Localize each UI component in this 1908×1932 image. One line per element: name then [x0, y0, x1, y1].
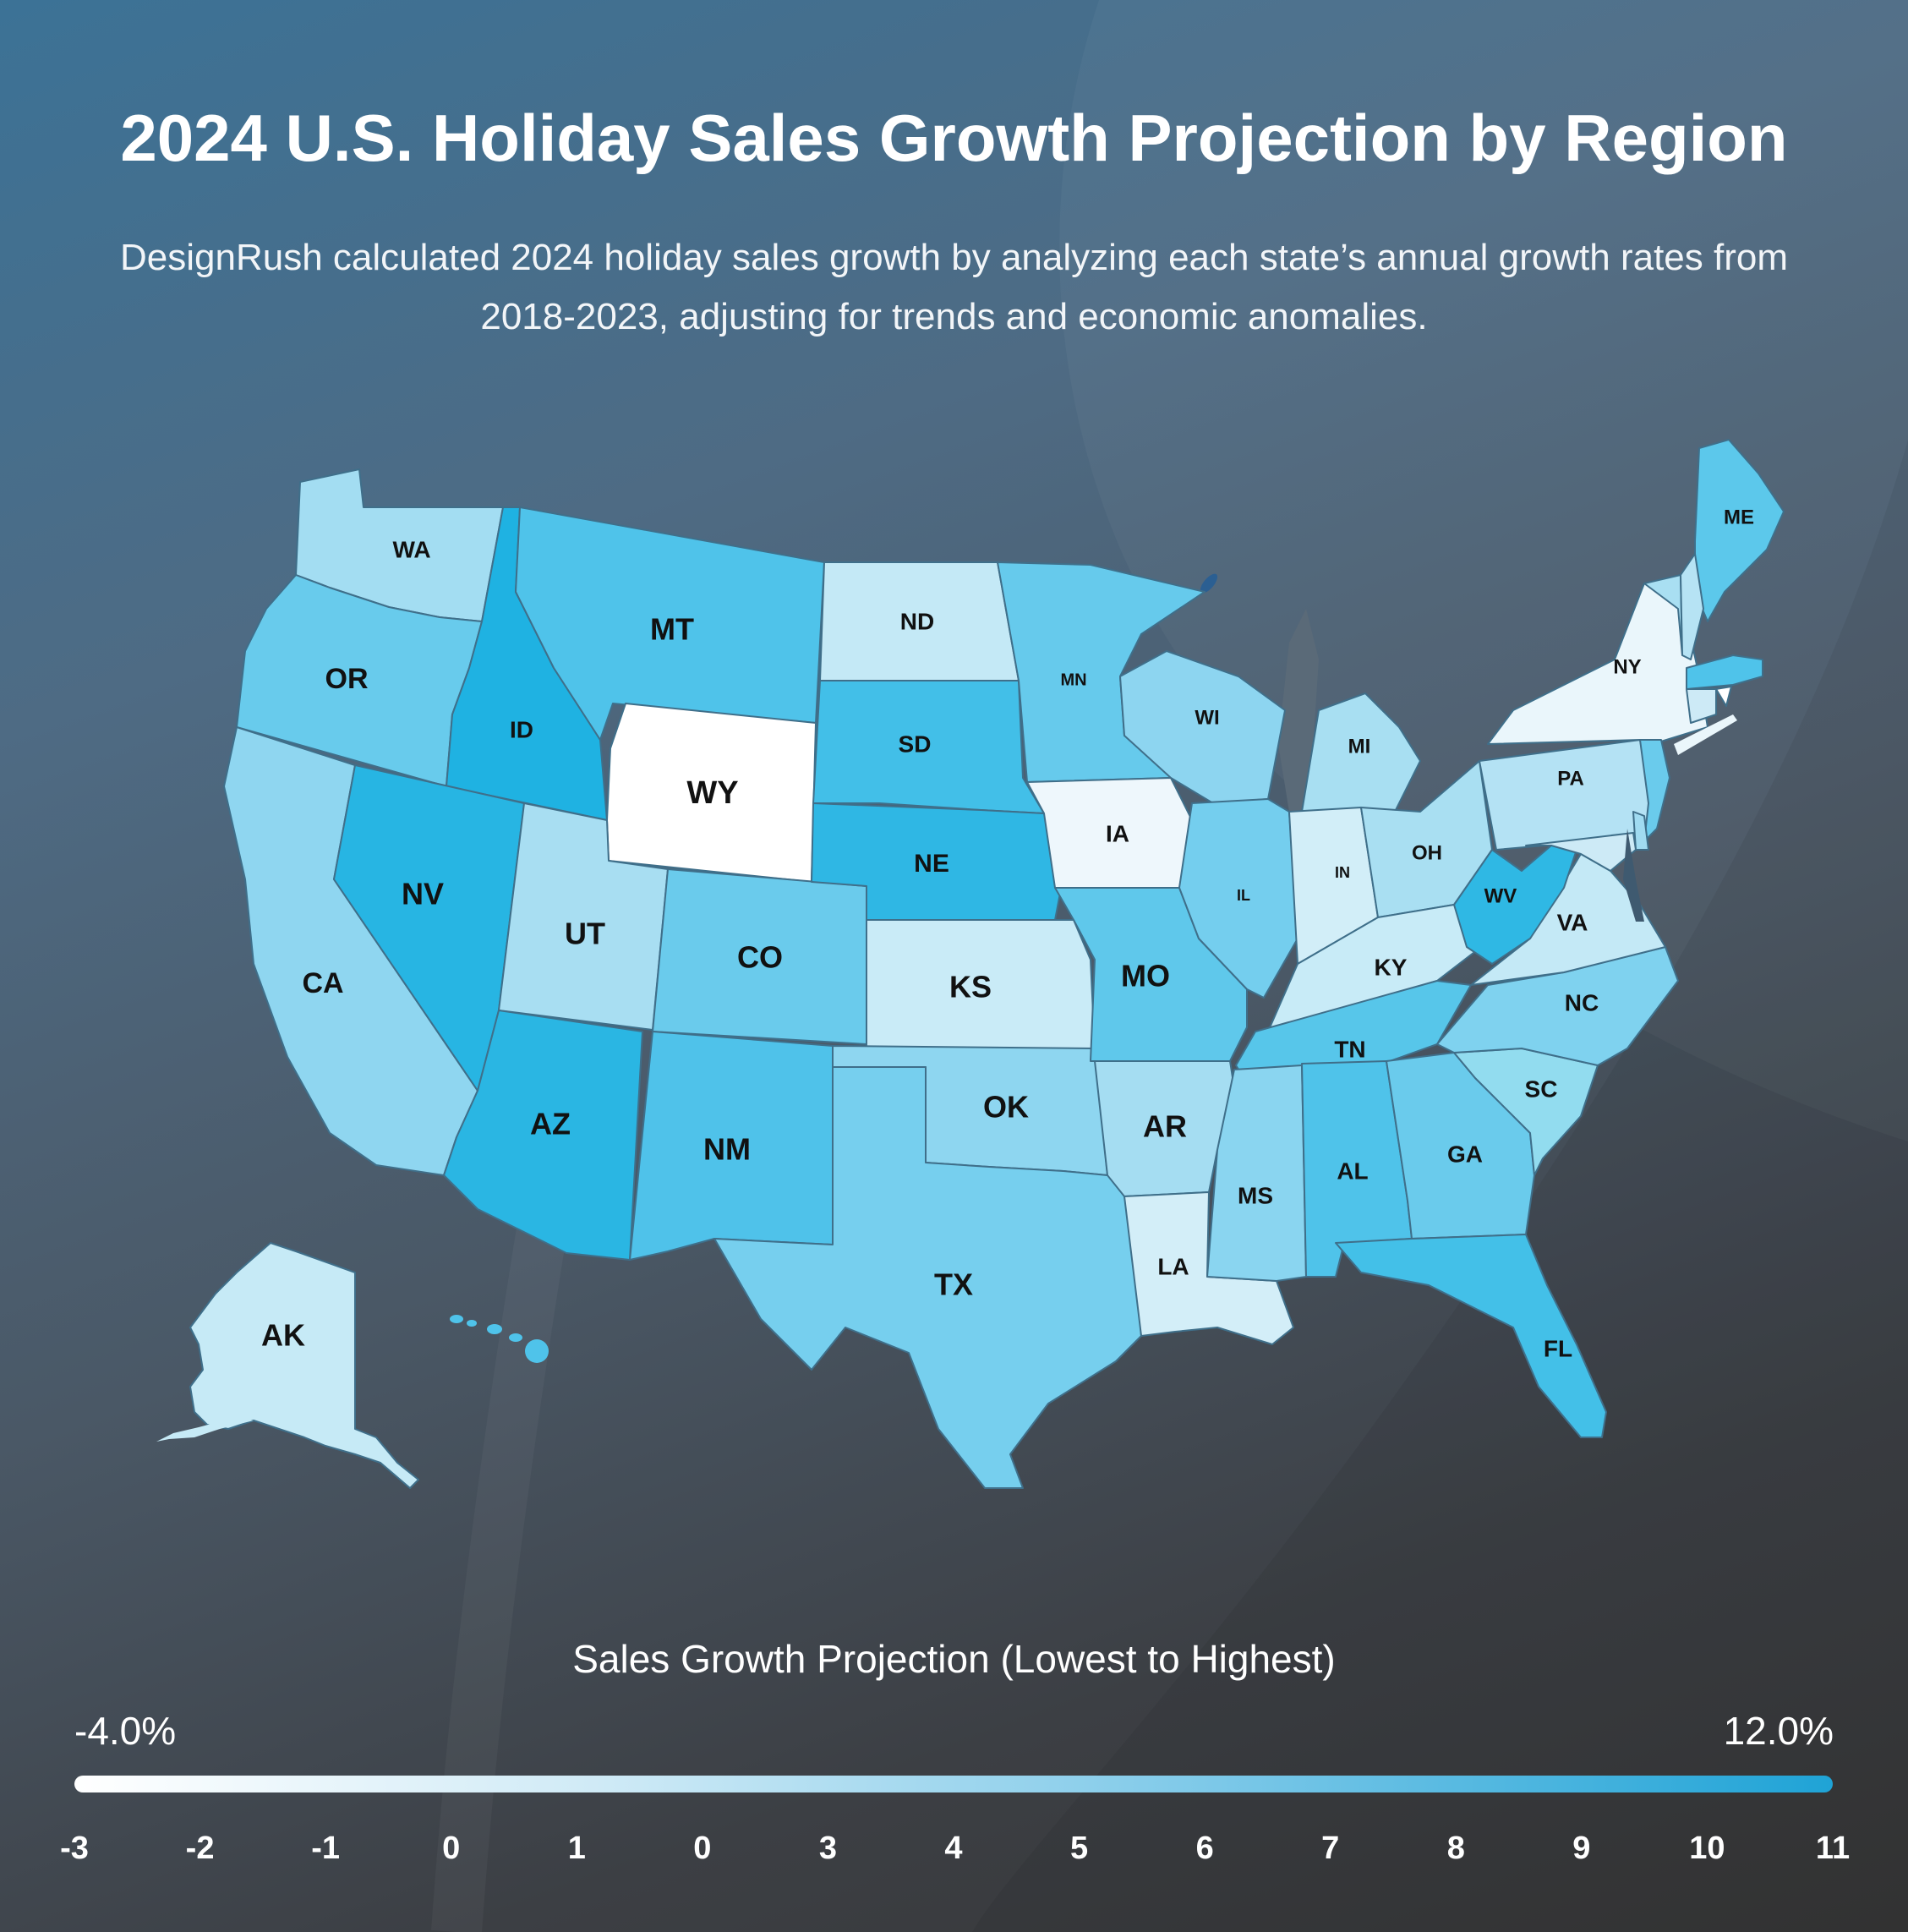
label-OH: OH — [1412, 841, 1442, 864]
state-CT[interactable] — [1686, 688, 1717, 724]
legend-min-label: -4.0% — [74, 1709, 177, 1753]
lake-superior-isle — [1200, 573, 1218, 594]
legend-tick: 8 — [1446, 1831, 1465, 1866]
label-IN: IN — [1335, 864, 1350, 881]
label-WY: WY — [686, 775, 738, 811]
legend-tick: 6 — [1195, 1831, 1214, 1866]
state-FL[interactable] — [1335, 1234, 1607, 1438]
label-NV: NV — [402, 877, 444, 911]
state-RI[interactable] — [1715, 686, 1732, 707]
label-AK: AK — [261, 1318, 305, 1353]
label-NY: NY — [1613, 655, 1641, 678]
legend-tick: -2 — [185, 1831, 215, 1866]
legend-tick: 11 — [1815, 1831, 1851, 1866]
label-ME: ME — [1724, 506, 1754, 528]
label-PA: PA — [1557, 767, 1584, 790]
label-AZ: AZ — [530, 1107, 571, 1141]
label-MS: MS — [1238, 1182, 1273, 1208]
label-CA: CA — [302, 967, 343, 999]
legend-tick: 4 — [944, 1831, 963, 1866]
label-GA: GA — [1447, 1141, 1483, 1167]
state-NJ[interactable] — [1639, 739, 1670, 842]
label-CO: CO — [737, 940, 783, 975]
label-FL: FL — [1544, 1335, 1572, 1361]
state-ME[interactable] — [1694, 439, 1785, 622]
label-NE: NE — [914, 850, 949, 878]
legend-tick: 0 — [693, 1831, 712, 1866]
state-WV[interactable] — [1453, 836, 1582, 965]
legend-color-scale — [74, 1776, 1833, 1792]
legend-tick: -3 — [60, 1831, 89, 1866]
page-subtitle: DesignRush calculated 2024 holiday sales… — [120, 237, 1788, 337]
legend-tick: 10 — [1689, 1831, 1725, 1866]
label-UT: UT — [565, 917, 605, 951]
legend-tick: 5 — [1069, 1831, 1089, 1866]
label-AR: AR — [1143, 1109, 1187, 1144]
label-WA: WA — [392, 536, 430, 562]
label-OK: OK — [983, 1090, 1029, 1125]
label-WV: WV — [1484, 884, 1517, 907]
state-TN[interactable] — [1235, 980, 1472, 1083]
state-LA[interactable] — [1123, 1191, 1294, 1345]
label-VA: VA — [1557, 909, 1588, 935]
state-HI[interactable] — [450, 1315, 549, 1363]
long-island — [1674, 714, 1737, 755]
label-NM: NM — [703, 1132, 751, 1167]
state-TX[interactable] — [713, 1066, 1142, 1489]
aleutian-islands — [156, 1420, 254, 1442]
label-SD: SD — [899, 731, 932, 757]
legend-ticks: -3 -2 -1 0 1 0 3 4 5 6 7 8 9 10 11 — [60, 1831, 1850, 1873]
label-WI: WI — [1195, 706, 1219, 729]
state-AZ[interactable] — [443, 1010, 643, 1261]
state-AK[interactable] — [189, 1242, 419, 1489]
label-AL: AL — [1337, 1158, 1368, 1184]
label-KY: KY — [1375, 954, 1408, 980]
label-MN: MN — [1060, 670, 1086, 689]
label-SC: SC — [1525, 1075, 1558, 1102]
legend-max-label: 12.0% — [1723, 1709, 1834, 1753]
legend-tick: 9 — [1572, 1831, 1591, 1866]
label-TX: TX — [934, 1267, 973, 1302]
state-NH[interactable] — [1680, 553, 1704, 660]
legend-tick: 0 — [442, 1831, 461, 1866]
label-MI: MI — [1348, 735, 1371, 758]
label-NC: NC — [1565, 989, 1599, 1015]
label-OR: OR — [325, 663, 369, 695]
label-MT: MT — [650, 612, 694, 647]
label-LA: LA — [1157, 1253, 1189, 1279]
us-map: WA OR CA ID NV MT WY UT AZ CO NM ND SD N… — [156, 439, 1785, 1489]
label-KS: KS — [949, 970, 992, 1004]
state-AR[interactable] — [1094, 1060, 1237, 1197]
label-ID: ID — [510, 716, 533, 742]
state-NC[interactable] — [1436, 946, 1679, 1066]
label-ND: ND — [900, 608, 934, 634]
lake-michigan — [1278, 609, 1319, 812]
state-MA[interactable] — [1686, 654, 1763, 690]
chesapeake-bay — [1623, 829, 1644, 922]
legend-title: Sales Growth Projection (Lowest to Highe… — [572, 1637, 1336, 1681]
page-title: 2024 U.S. Holiday Sales Growth Projectio… — [120, 101, 1788, 175]
legend-tick: 1 — [567, 1831, 586, 1866]
legend-tick: 3 — [818, 1831, 837, 1866]
label-MO: MO — [1121, 959, 1170, 993]
legend-tick: 7 — [1321, 1831, 1340, 1866]
legend-tick: -1 — [311, 1831, 341, 1866]
state-MD[interactable] — [1525, 832, 1637, 872]
state-DE[interactable] — [1632, 811, 1649, 851]
state-IL[interactable] — [1178, 798, 1298, 999]
label-IL: IL — [1237, 887, 1250, 904]
label-TN: TN — [1334, 1036, 1365, 1062]
label-IA: IA — [1106, 820, 1129, 846]
